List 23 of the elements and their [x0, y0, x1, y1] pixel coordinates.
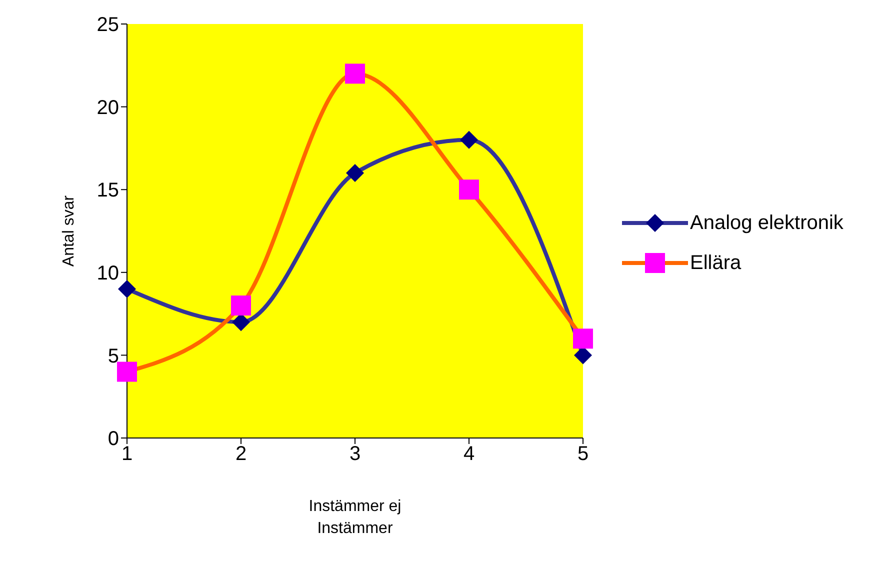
point	[345, 64, 365, 84]
x-axis-title: Instämmer ej Instämmer	[308, 497, 402, 539]
y-tick-label: 15	[96, 180, 119, 202]
y-tick-label: 25	[96, 14, 119, 36]
point	[231, 296, 251, 316]
legend-label: Analog elektronik	[690, 212, 844, 234]
y-tick-label: 10	[96, 262, 119, 284]
point	[118, 280, 136, 298]
y-tick-label: 20	[96, 96, 119, 119]
y-axis-title: Antal svar	[60, 194, 78, 267]
point	[460, 130, 478, 149]
x-tick-label: 2	[235, 443, 247, 466]
x-tick-label: 4	[463, 443, 475, 466]
legend-label: Ellära	[690, 252, 742, 274]
point	[459, 180, 479, 200]
point	[573, 328, 593, 349]
y-tick-label: 0	[108, 428, 119, 450]
point	[117, 362, 137, 382]
x-tick-label: 3	[349, 443, 361, 466]
x-tick-label: 1	[121, 443, 133, 466]
point	[346, 164, 364, 182]
y-tick-label: 5	[108, 345, 119, 368]
x-tick-label: 5	[577, 443, 589, 466]
